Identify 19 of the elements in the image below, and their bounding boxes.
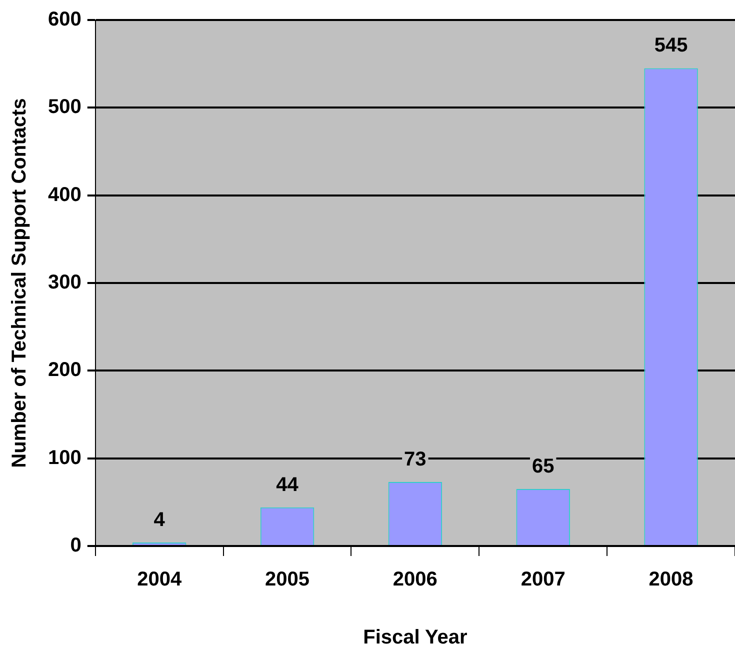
y-tick-label: 500 (48, 96, 82, 118)
data-label: 545 (654, 34, 688, 57)
y-tick-label: 300 (48, 272, 82, 294)
x-tick-label: 2006 (392, 568, 438, 591)
y-tick-label: 600 (48, 8, 82, 31)
data-label: 65 (532, 456, 554, 478)
y-tick-label: 200 (48, 359, 82, 382)
data-label: 44 (276, 474, 300, 496)
y-tick-label: 100 (48, 446, 82, 469)
y-axis-title: Number of Technical Support Contacts (8, 98, 31, 468)
y-tick-label: 0 (70, 534, 82, 557)
y-tick-label: 400 (48, 184, 82, 206)
data-label: 4 (154, 509, 166, 532)
x-axis-title: Fiscal Year (363, 626, 468, 649)
x-tick-label: 2005 (265, 568, 310, 591)
x-tick-label: 2004 (137, 568, 182, 591)
data-label: 73 (404, 448, 426, 471)
x-tick-label: 2007 (520, 568, 566, 591)
x-tick-label: 2008 (648, 568, 694, 591)
